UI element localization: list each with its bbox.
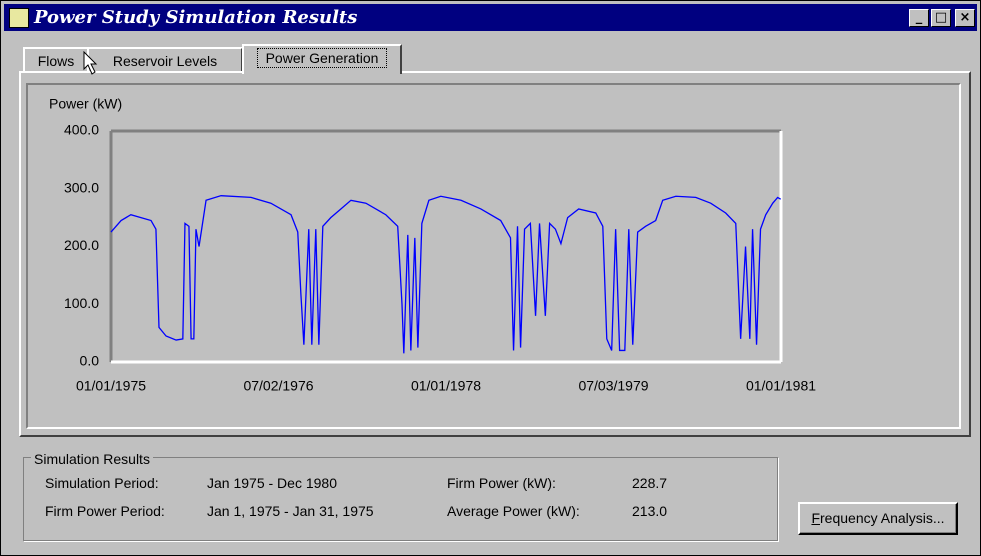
tab[interactable]: Flows <box>23 47 89 73</box>
y-tick-label: 300.0 <box>64 179 99 195</box>
result-label: Average Power (kW): <box>447 503 580 519</box>
x-tick-label: 01/01/1981 <box>746 378 816 394</box>
window-icon <box>9 8 29 28</box>
tab-panel <box>19 71 971 437</box>
result-value: Jan 1975 - Dec 1980 <box>207 475 337 491</box>
x-tick-label: 07/02/1976 <box>243 378 313 394</box>
data-line <box>110 195 782 354</box>
x-tick-label: 07/03/1979 <box>578 378 648 394</box>
maximize-button[interactable]: □ <box>931 9 951 27</box>
tab-active[interactable]: Power Generation <box>242 44 402 74</box>
result-label: Firm Power Period: <box>45 503 165 519</box>
chart-frame <box>26 83 961 429</box>
window-title: Power Study Simulation Results <box>34 7 358 28</box>
x-tick-label: 01/01/1975 <box>76 378 146 394</box>
results-group <box>23 457 778 541</box>
frequency-analysis-button[interactable]: Frequency Analysis... <box>798 502 958 535</box>
minimize-button[interactable]: _ <box>909 9 929 27</box>
y-tick-label: 200.0 <box>64 237 99 253</box>
x-tick-label: 01/01/1978 <box>411 378 481 394</box>
result-label: Simulation Period: <box>45 475 159 491</box>
y-tick-label: 0.0 <box>80 353 100 369</box>
group-title: Simulation Results <box>31 451 153 467</box>
tab-label: Power Generation <box>256 48 388 68</box>
result-value: 228.7 <box>632 475 668 491</box>
close-button[interactable]: × <box>955 9 975 27</box>
y-tick-label: 400.0 <box>64 122 99 138</box>
title-bar: Power Study Simulation Results _ □ × <box>4 4 977 31</box>
cursor <box>83 51 98 75</box>
tab[interactable]: Reservoir Levels <box>87 47 243 73</box>
result-label: Firm Power (kW): <box>447 475 556 491</box>
y-axis-title: Power (kW) <box>49 96 122 112</box>
result-value: Jan 1, 1975 - Jan 31, 1975 <box>207 503 374 519</box>
result-value: 213.0 <box>632 503 668 519</box>
chart: Power (kW) 0.0 100.0 200.0 300.0 400.0 01/01/… <box>49 96 816 394</box>
y-tick-label: 100.0 <box>64 295 99 311</box>
